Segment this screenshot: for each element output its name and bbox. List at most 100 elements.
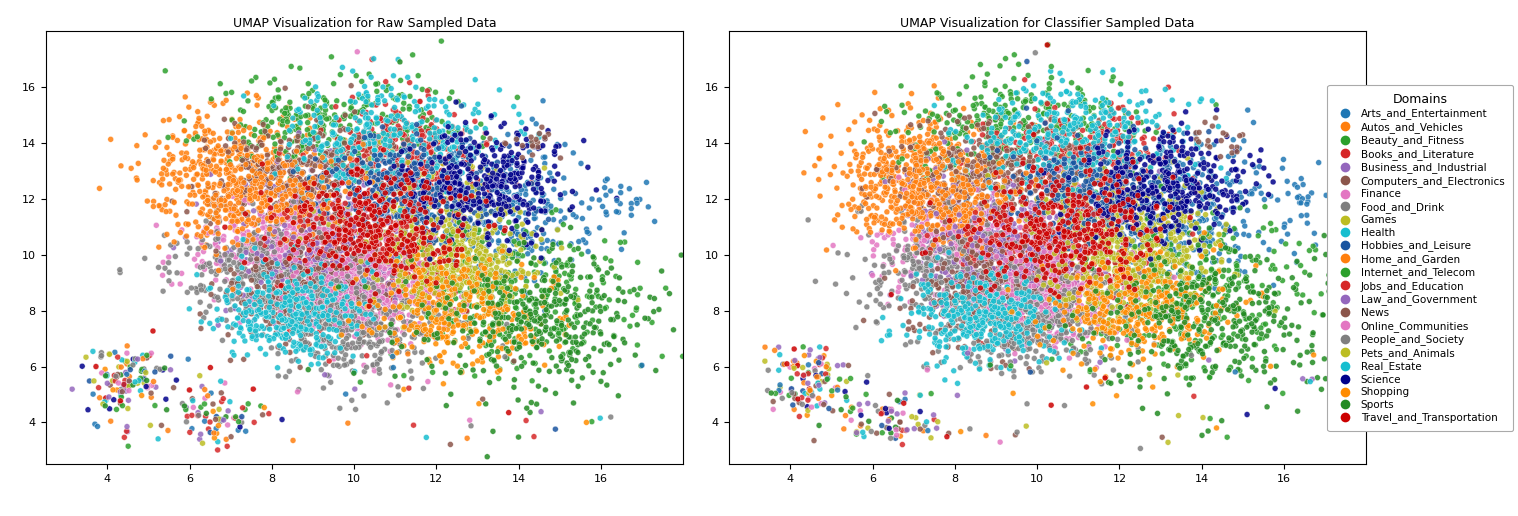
Point (202, 200, 226, 208)
Point (1044, 330, 1069, 338)
Point (1227, 257, 1251, 265)
Point (351, 253, 375, 261)
Point (398, 187, 422, 196)
Point (973, 167, 997, 175)
Point (1020, 214, 1044, 222)
Point (320, 323, 345, 331)
Point (1052, 189, 1076, 198)
Point (437, 243, 461, 251)
Point (1143, 277, 1167, 285)
Point (279, 62, 304, 71)
Point (512, 157, 536, 165)
Point (1137, 244, 1161, 252)
Point (1113, 202, 1137, 210)
Point (1005, 286, 1029, 294)
Point (272, 134, 296, 142)
Point (1011, 143, 1035, 151)
Point (1151, 128, 1175, 137)
Point (267, 344, 291, 352)
Point (383, 269, 407, 277)
Point (900, 146, 924, 154)
Point (1158, 148, 1183, 156)
Point (900, 413, 924, 421)
Point (997, 298, 1022, 306)
Point (522, 210, 546, 218)
Point (285, 199, 310, 207)
Point (1110, 235, 1134, 243)
Point (281, 268, 305, 276)
Point (348, 265, 372, 273)
Point (1035, 131, 1060, 139)
Point (216, 253, 240, 262)
Point (999, 231, 1023, 239)
Point (222, 213, 246, 221)
Point (1028, 276, 1052, 284)
Point (1060, 274, 1084, 282)
Point (275, 213, 299, 221)
Point (850, 201, 874, 209)
Point (1145, 261, 1169, 269)
Point (357, 70, 381, 78)
Point (956, 222, 981, 231)
Point (1142, 341, 1166, 349)
Point (610, 288, 635, 296)
Point (1102, 200, 1126, 208)
Point (495, 284, 519, 293)
Point (1101, 204, 1125, 212)
Point (1101, 189, 1125, 198)
Point (375, 261, 399, 269)
Point (220, 128, 244, 137)
Point (329, 283, 354, 291)
Point (1023, 94, 1047, 103)
Point (1131, 176, 1155, 184)
Point (305, 123, 329, 131)
Point (487, 245, 512, 253)
Point (1017, 293, 1041, 301)
Point (1202, 194, 1227, 202)
Point (254, 316, 278, 325)
Point (325, 287, 349, 295)
Point (281, 198, 305, 206)
Point (1064, 215, 1088, 223)
Point (1117, 119, 1142, 127)
Point (191, 193, 216, 201)
Point (1063, 262, 1087, 270)
Point (387, 126, 411, 134)
Point (1047, 276, 1072, 284)
Point (258, 319, 282, 328)
Point (393, 197, 417, 205)
Point (1222, 247, 1246, 255)
Point (920, 282, 944, 290)
Point (357, 340, 381, 348)
Point (852, 138, 876, 146)
Point (293, 181, 317, 189)
Point (1079, 230, 1104, 238)
Point (1088, 209, 1113, 218)
Point (1193, 250, 1217, 259)
Point (452, 151, 477, 159)
Point (413, 240, 437, 249)
Point (458, 246, 483, 254)
Point (411, 170, 436, 179)
Point (984, 330, 1008, 338)
Point (1060, 251, 1084, 260)
Point (346, 338, 370, 346)
Point (1225, 262, 1249, 270)
Point (305, 194, 329, 202)
Point (1152, 159, 1176, 168)
Point (445, 312, 469, 320)
Point (1164, 286, 1189, 295)
Point (560, 376, 584, 384)
Point (505, 191, 530, 199)
Point (1157, 182, 1181, 190)
Point (190, 271, 214, 279)
Point (387, 223, 411, 231)
Point (320, 200, 345, 208)
Point (1060, 111, 1084, 120)
Point (244, 172, 269, 181)
Point (411, 251, 436, 259)
Point (1076, 172, 1101, 180)
Point (982, 244, 1006, 252)
Point (1246, 228, 1271, 236)
Point (291, 154, 316, 163)
